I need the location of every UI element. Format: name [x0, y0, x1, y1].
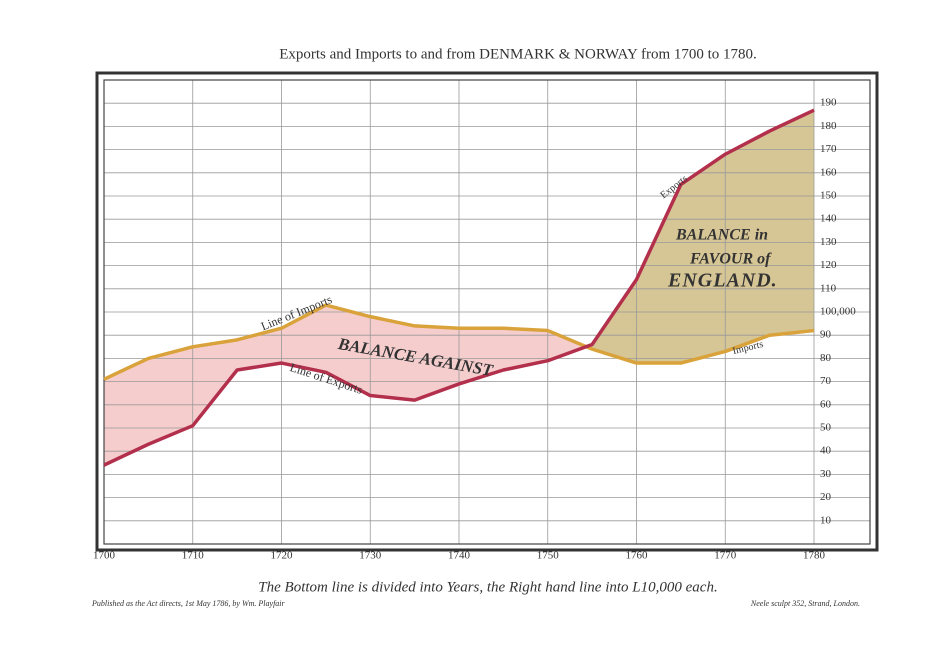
footer: The Bottom line is divided into Years, t… — [258, 579, 717, 595]
annotation: FAVOUR of — [689, 251, 772, 268]
y-tick-label: 80 — [820, 352, 832, 364]
x-tick-label: 1730 — [359, 550, 382, 562]
y-tick-label: 10 — [820, 514, 832, 526]
chart-title: Exports and Imports to and from DENMARK … — [279, 46, 757, 62]
y-tick-label: 130 — [820, 236, 837, 248]
annotation: BALANCE in — [675, 227, 768, 244]
y-tick-label: 150 — [820, 190, 837, 202]
engraver: Neele sculpt 352, Strand, London. — [750, 599, 860, 608]
y-tick-label: 170 — [820, 143, 837, 155]
y-tick-label: 60 — [820, 398, 832, 410]
x-tick-label: 1700 — [93, 550, 116, 562]
y-tick-label: 110 — [820, 282, 837, 294]
y-tick-label: 40 — [820, 445, 832, 457]
y-tick-label: 140 — [820, 213, 837, 225]
x-tick-label: 1780 — [803, 550, 826, 562]
y-tick-label: 30 — [820, 468, 832, 480]
annotation: ENGLAND. — [667, 270, 778, 292]
outer-frame — [95, 71, 879, 552]
plot-frame — [103, 79, 871, 545]
x-tick-label: 1710 — [182, 550, 205, 562]
y-tick-label: 190 — [820, 97, 837, 109]
series-line — [103, 303, 815, 381]
y-tick-label: 20 — [820, 491, 832, 503]
y-tick-label: 50 — [820, 422, 832, 434]
x-tick-label: 1760 — [626, 550, 649, 562]
publisher: Published as the Act directs, 1st May 17… — [91, 599, 286, 608]
x-tick-label: 1750 — [537, 550, 560, 562]
y-tick-label: 120 — [820, 259, 837, 271]
y-tick-label: 90 — [820, 329, 832, 341]
y-tick-label: 100,000 — [820, 306, 856, 318]
series-line — [103, 108, 815, 467]
x-tick-label: 1770 — [714, 550, 737, 562]
x-tick-label: 1720 — [271, 550, 294, 562]
y-tick-label: 180 — [820, 120, 837, 132]
y-tick-label: 70 — [820, 375, 832, 387]
x-tick-label: 1740 — [448, 550, 471, 562]
y-tick-label: 160 — [820, 166, 837, 178]
